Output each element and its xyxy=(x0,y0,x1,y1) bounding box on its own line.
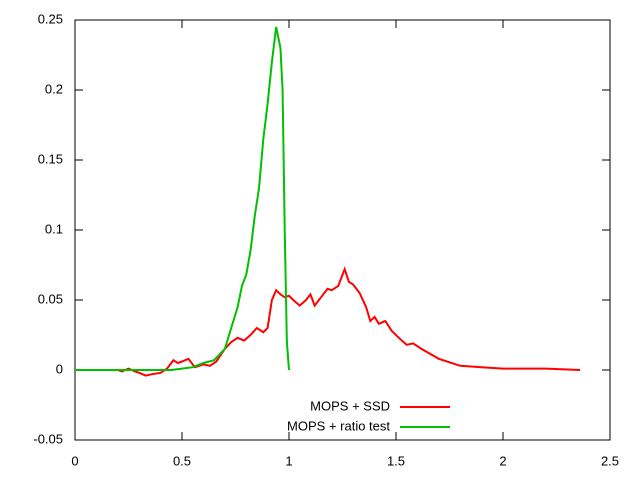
legend-label: MOPS + ratio test xyxy=(287,418,390,433)
plot-frame xyxy=(74,19,611,441)
y-tick-label: 0.05 xyxy=(38,291,63,306)
x-tick-label: 0.5 xyxy=(173,453,191,468)
y-tick-label: 0.2 xyxy=(45,81,63,96)
y-tick-label: 0.1 xyxy=(45,221,63,236)
series-line xyxy=(75,266,581,377)
y-tick-label: 0.25 xyxy=(38,11,63,26)
series-line xyxy=(75,26,290,371)
x-tick-label: 0 xyxy=(71,453,78,468)
y-tick-label: -0.05 xyxy=(33,431,63,446)
x-tick-label: 2.5 xyxy=(601,453,619,468)
legend-label: MOPS + SSD xyxy=(310,398,390,413)
x-tick-label: 2 xyxy=(499,453,506,468)
y-tick-label: 0.15 xyxy=(38,151,63,166)
x-tick-label: 1 xyxy=(285,453,292,468)
y-tick-label: 0 xyxy=(56,361,63,376)
x-tick-label: 1.5 xyxy=(387,453,405,468)
